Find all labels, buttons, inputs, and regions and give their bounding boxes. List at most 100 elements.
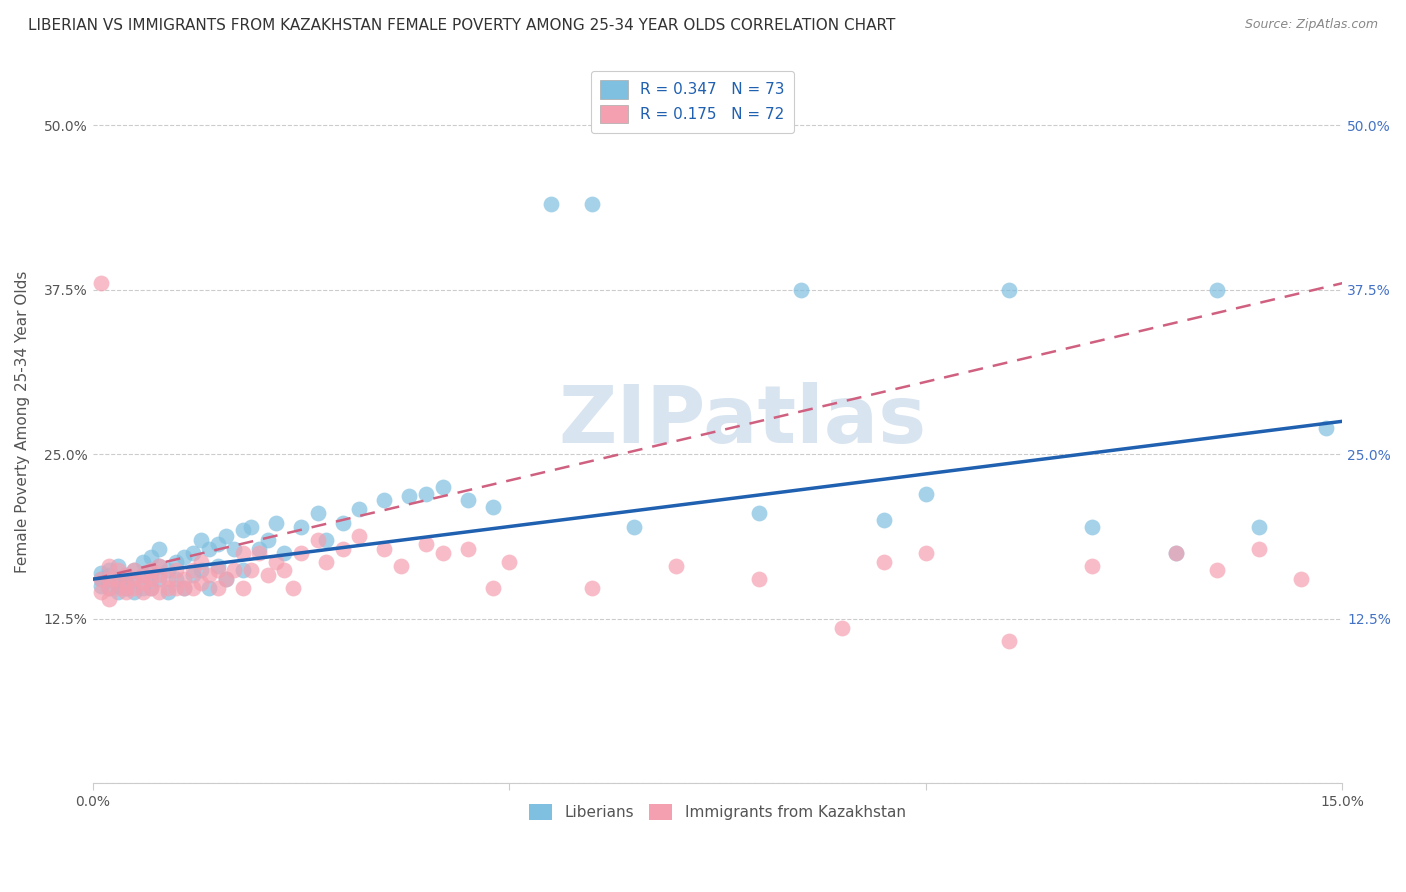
Point [148, 568, 170, 582]
Point [131, 568, 153, 582]
Point [748, 507, 770, 521]
Text: ZIPatlas: ZIPatlas [558, 383, 927, 460]
Point [748, 572, 770, 586]
Text: LIBERIAN VS IMMIGRANTS FROM KAZAKHSTAN FEMALE POVERTY AMONG 25-34 YEAR OLDS CORR: LIBERIAN VS IMMIGRANTS FROM KAZAKHSTAN F… [28, 18, 896, 33]
Point [432, 480, 454, 494]
Point [457, 541, 479, 556]
Point [148, 572, 170, 586]
Point [540, 197, 562, 211]
Point [1289, 572, 1312, 586]
Point [373, 541, 395, 556]
Point [1247, 541, 1270, 556]
Point [232, 524, 254, 538]
Point [148, 585, 170, 599]
Point [131, 555, 153, 569]
Point [115, 582, 138, 596]
Point [98, 582, 121, 596]
Point [998, 283, 1021, 297]
Point [914, 486, 936, 500]
Point [124, 563, 146, 577]
Point [156, 585, 179, 599]
Point [256, 568, 278, 582]
Point [398, 489, 420, 503]
Point [215, 529, 238, 543]
Point [131, 576, 153, 591]
Point [332, 541, 354, 556]
Point [332, 516, 354, 530]
Point [1164, 546, 1187, 560]
Point [415, 486, 437, 500]
Point [1247, 519, 1270, 533]
Point [1081, 559, 1104, 574]
Point [207, 582, 229, 596]
Point [581, 582, 603, 596]
Point [481, 582, 503, 596]
Point [190, 555, 212, 569]
Point [98, 563, 121, 577]
Point [373, 493, 395, 508]
Point [1164, 546, 1187, 560]
Point [1206, 563, 1229, 577]
Point [873, 555, 896, 569]
Point [873, 513, 896, 527]
Point [581, 197, 603, 211]
Point [139, 563, 162, 577]
Point [264, 516, 287, 530]
Point [232, 582, 254, 596]
Point [623, 519, 645, 533]
Point [173, 582, 195, 596]
Point [831, 621, 853, 635]
Point [232, 563, 254, 577]
Point [107, 582, 129, 596]
Point [165, 563, 187, 577]
Point [139, 572, 162, 586]
Point [139, 566, 162, 580]
Point [90, 579, 112, 593]
Point [215, 572, 238, 586]
Point [290, 519, 312, 533]
Point [165, 582, 187, 596]
Point [1315, 421, 1337, 435]
Point [124, 563, 146, 577]
Point [107, 559, 129, 574]
Y-axis label: Female Poverty Among 25-34 Year Olds: Female Poverty Among 25-34 Year Olds [15, 270, 30, 573]
Point [90, 572, 112, 586]
Point [307, 533, 329, 547]
Point [131, 582, 153, 596]
Point [207, 559, 229, 574]
Point [232, 546, 254, 560]
Point [98, 568, 121, 582]
Point [98, 572, 121, 586]
Point [148, 559, 170, 574]
Point [432, 546, 454, 560]
Point [273, 546, 295, 560]
Point [124, 572, 146, 586]
Point [256, 533, 278, 547]
Point [98, 582, 121, 596]
Point [190, 576, 212, 591]
Point [181, 582, 204, 596]
Point [173, 572, 195, 586]
Point [90, 572, 112, 586]
Point [665, 559, 688, 574]
Point [148, 559, 170, 574]
Point [124, 585, 146, 599]
Point [156, 582, 179, 596]
Point [173, 582, 195, 596]
Point [107, 585, 129, 599]
Point [165, 572, 187, 586]
Point [190, 533, 212, 547]
Point [498, 555, 520, 569]
Point [115, 576, 138, 591]
Point [247, 541, 270, 556]
Point [215, 572, 238, 586]
Point [347, 502, 370, 516]
Point [115, 585, 138, 599]
Point [239, 563, 262, 577]
Point [239, 519, 262, 533]
Point [264, 555, 287, 569]
Point [273, 563, 295, 577]
Point [107, 572, 129, 586]
Point [124, 572, 146, 586]
Point [181, 546, 204, 560]
